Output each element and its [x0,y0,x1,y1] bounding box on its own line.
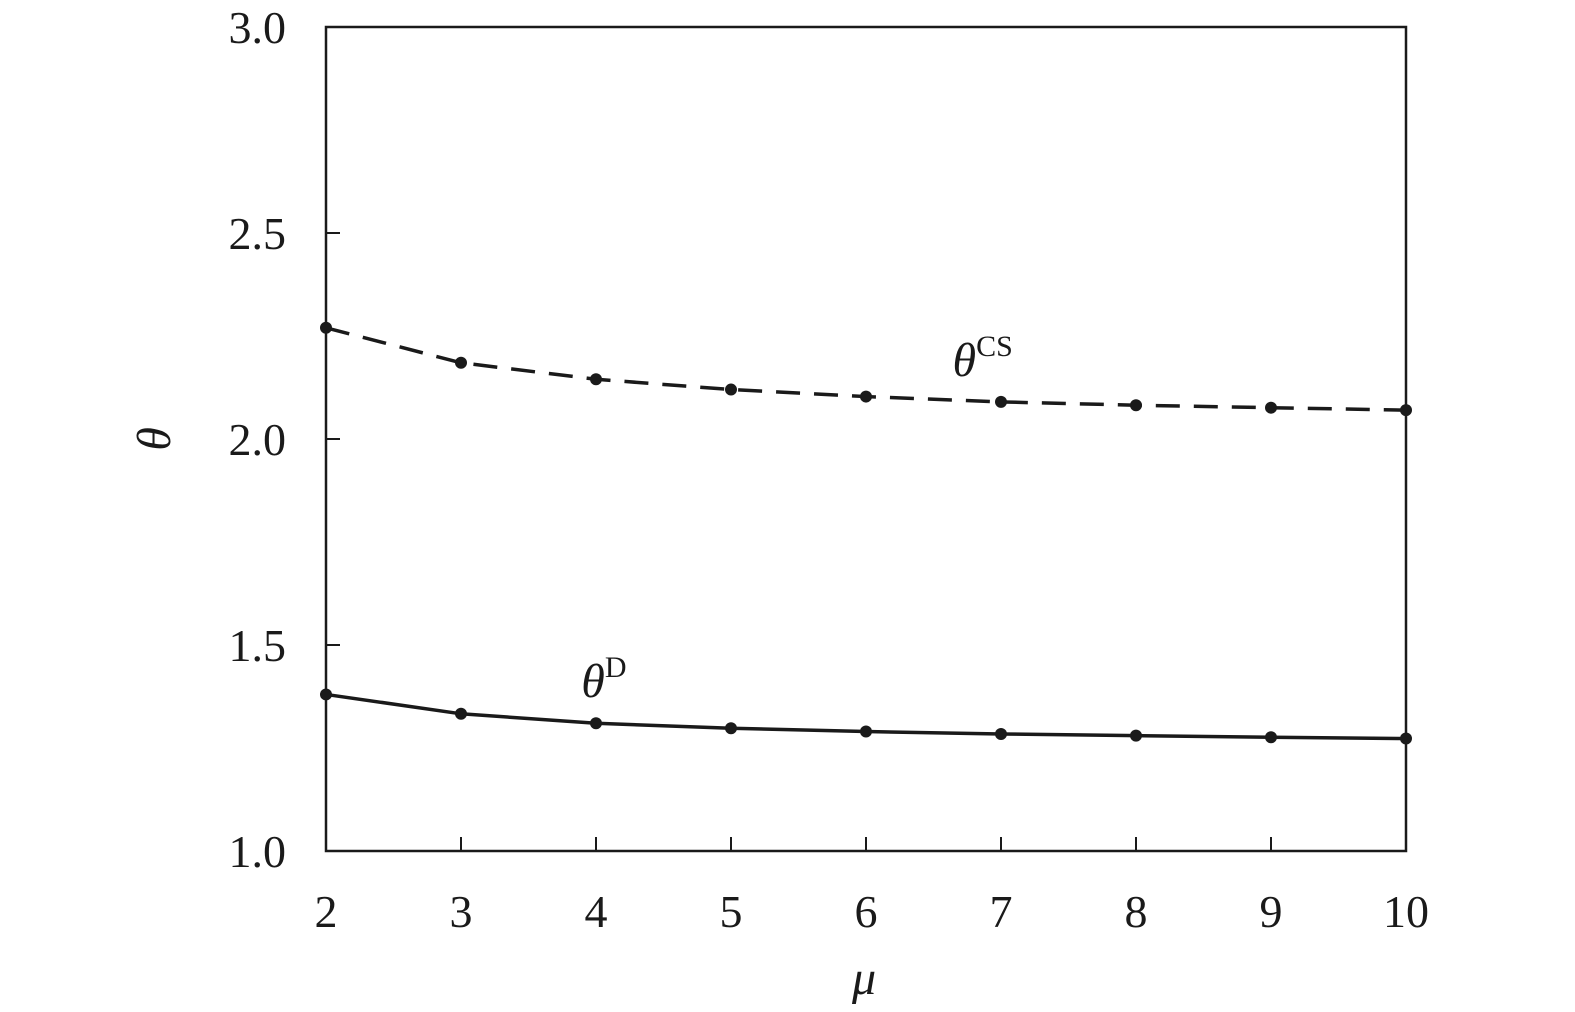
x-tick-label: 4 [585,886,608,937]
x-axis-label: μ [851,952,876,1005]
data-point-d [725,722,737,735]
data-point-d [995,727,1007,740]
x-axis: 2 3 4 5 6 7 8 9 10 [315,837,1429,937]
data-point-cs [725,383,737,396]
x-tick-label: 5 [720,886,743,937]
y-tick-label: 1.5 [229,620,287,671]
data-point-d [1400,732,1412,745]
x-tick-label: 2 [315,886,338,937]
series-label-symbol: θ [953,334,977,387]
x-tick-label: 8 [1125,886,1148,937]
data-point-cs [995,395,1007,408]
data-point-d [860,725,872,738]
y-axis: 1.0 1.5 2.0 2.5 3.0 [229,2,340,877]
data-point-d [320,688,332,701]
x-tick-label: 6 [855,886,878,937]
data-point-cs [590,373,602,386]
data-point-cs [860,390,872,403]
series-label-cs: θCS [953,330,1013,387]
y-axis-label: θ [128,427,181,451]
data-point-cs [1400,404,1412,417]
data-point-d [590,717,602,730]
x-tick-label: 9 [1260,886,1283,937]
x-tick-label: 3 [450,886,473,937]
data-point-cs [320,321,332,334]
y-tick-label: 3.0 [229,2,287,53]
y-tick-label: 2.5 [229,208,287,259]
data-point-d [1130,729,1142,742]
data-point-cs [455,356,467,369]
y-tick-label: 1.0 [229,826,287,877]
y-tick-label: 2.0 [229,414,287,465]
data-point-d [455,707,467,720]
data-point-cs [1130,399,1142,412]
series-label-d: θD [581,651,626,708]
series-label-superscript: D [605,651,627,684]
series-label-superscript: CS [976,330,1013,363]
data-point-d [1265,731,1277,744]
x-tick-label: 7 [990,886,1013,937]
x-tick-label: 10 [1383,886,1429,937]
series-layer [320,321,1412,745]
series-label-symbol: θ [581,655,605,708]
data-point-cs [1265,401,1277,414]
